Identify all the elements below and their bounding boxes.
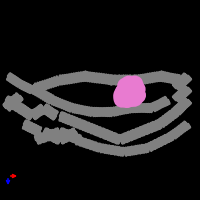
Point bbox=[122, 90, 125, 94]
Point bbox=[130, 88, 133, 92]
Point bbox=[120, 98, 124, 101]
Point bbox=[127, 90, 130, 94]
Point bbox=[127, 82, 130, 86]
Point bbox=[136, 88, 139, 91]
Point bbox=[128, 95, 131, 98]
Point bbox=[136, 94, 139, 97]
Point bbox=[124, 84, 127, 88]
Point bbox=[125, 92, 128, 96]
Point bbox=[128, 86, 132, 89]
Point bbox=[133, 90, 136, 94]
Point bbox=[131, 84, 134, 87]
Point bbox=[130, 93, 133, 96]
Point bbox=[125, 97, 128, 100]
Point bbox=[122, 94, 126, 98]
Point bbox=[133, 82, 136, 86]
Point bbox=[126, 87, 129, 90]
Point bbox=[132, 96, 136, 99]
